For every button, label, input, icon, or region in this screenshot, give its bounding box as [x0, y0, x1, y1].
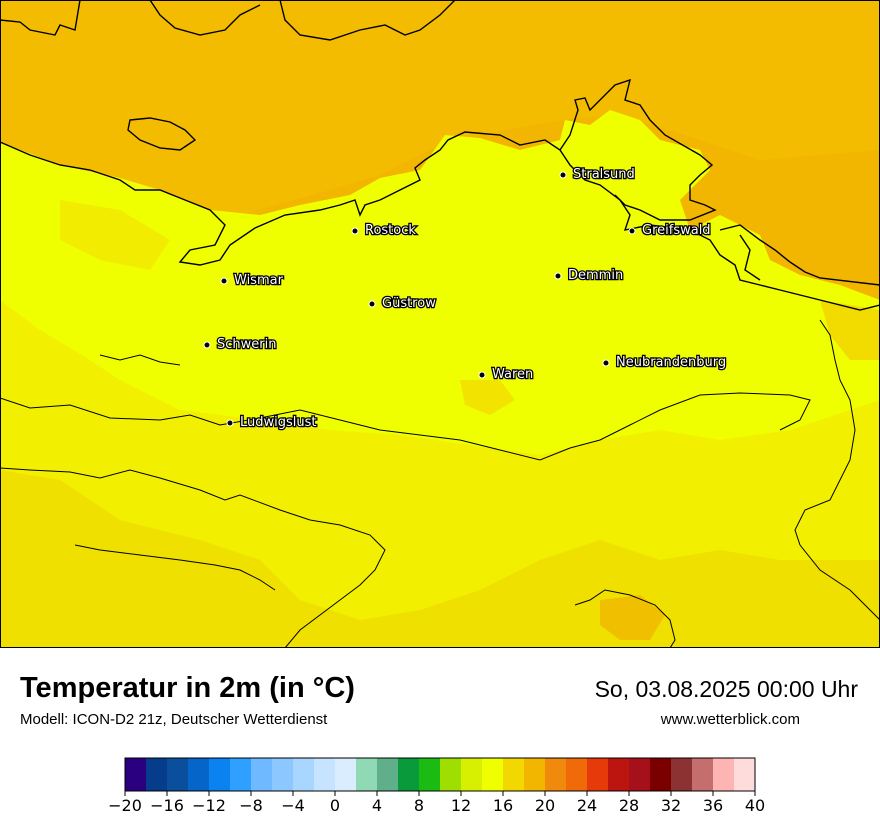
city-neubrandenburg: Neubrandenburg	[602, 354, 727, 371]
colorbar-swatch	[545, 758, 567, 791]
temperature-colorbar: −20 −16 −12 −8 −4 0 4 8 12 16 20 24 28 32 36 40	[108, 757, 765, 815]
colorbar-swatch	[398, 758, 420, 791]
colorbar-swatch	[713, 758, 735, 791]
forecast-datetime: So, 03.08.2025 00:00 Uhr	[594, 676, 858, 702]
colorbar-swatch	[671, 758, 693, 791]
colorbar-swatch	[566, 758, 588, 791]
colorbar-ticks: −20 −16 −12 −8 −4 0 4 8 12 16 20 24 28 32 36 40	[108, 791, 765, 815]
model-subtitle: Modell: ICON-D2 21z, Deutscher Wetterdie…	[20, 711, 328, 728]
colorbar-tick-label: 12	[451, 796, 471, 815]
land-warm-patch-east	[820, 300, 880, 360]
colorbar-tick-label: −20	[108, 796, 142, 815]
colorbar-swatch	[419, 758, 441, 791]
colorbar-tick-label: 28	[619, 796, 639, 815]
city-waren: Waren	[478, 366, 535, 383]
city-schwerin: Schwerin	[203, 336, 278, 353]
colorbar-tick-label: 24	[577, 796, 597, 815]
colorbar-swatch	[692, 758, 714, 791]
colorbar-swatch	[335, 758, 357, 791]
temperature-map: Stralsund Greifswald Rostock Wismar Demm…	[0, 0, 880, 648]
colorbar-swatch	[629, 758, 651, 791]
colorbar-swatch	[608, 758, 630, 791]
colorbar-tick-label: −4	[281, 796, 305, 815]
colorbar-swatch	[251, 758, 273, 791]
city-label-schwerin: Schwerin	[217, 337, 276, 352]
colorbar-swatch	[461, 758, 483, 791]
colorbar-swatch	[482, 758, 504, 791]
colorbar-swatch	[272, 758, 294, 791]
land-warm-patch-waren	[460, 380, 515, 415]
colorbar-swatches	[125, 758, 756, 791]
city-rostock: Rostock	[351, 222, 418, 239]
colorbar-tick-label: −12	[192, 796, 226, 815]
land-warm-zone-2	[0, 470, 880, 648]
city-guestrow: Güstrow	[368, 295, 437, 312]
colorbar-tick-label: 4	[372, 796, 382, 815]
sea-patch	[0, 0, 880, 215]
colorbar-swatch	[356, 758, 378, 791]
colorbar-swatch	[314, 758, 336, 791]
colorbar-swatch	[209, 758, 231, 791]
state-borders	[0, 319, 880, 648]
colorbar-tick-label: −8	[239, 796, 263, 815]
city-label-demmin: Demmin	[568, 268, 623, 283]
colorbar-swatch	[587, 758, 609, 791]
colorbar-swatch	[503, 758, 525, 791]
colorbar-swatch	[524, 758, 546, 791]
city-label-wismar: Wismar	[234, 273, 284, 288]
colorbar-swatch	[146, 758, 168, 791]
land-orange-patch	[600, 595, 665, 640]
land-warm-patch-west	[60, 200, 170, 270]
colorbar-frame	[124, 757, 756, 792]
colorbar-swatch	[230, 758, 252, 791]
colorbar-swatch	[188, 758, 210, 791]
map-title: Temperatur in 2m (in °C)	[20, 672, 355, 704]
city-label-greifswald: Greifswald	[642, 223, 711, 238]
city-label-neubrandenburg: Neubrandenburg	[616, 355, 726, 370]
city-label-waren: Waren	[492, 367, 533, 382]
colorbar-tick-label: 32	[661, 796, 681, 815]
city-label-guestrow: Güstrow	[382, 296, 436, 311]
city-label-stralsund: Stralsund	[573, 167, 635, 182]
city-stralsund: Stralsund	[559, 166, 636, 183]
city-label-ludwigslust: Ludwigslust	[240, 415, 317, 430]
colorbar-swatch	[377, 758, 399, 791]
city-demmin: Demmin	[554, 267, 624, 284]
website-label: www.wetterblick.com	[660, 711, 800, 728]
colorbar-tick-label: 16	[493, 796, 513, 815]
colorbar-tick-label: 40	[745, 796, 765, 815]
colorbar-tick-label: −16	[150, 796, 184, 815]
city-markers: Stralsund Greifswald Rostock Wismar Demm…	[203, 166, 727, 431]
colorbar-swatch	[125, 758, 147, 791]
coastline	[0, 0, 880, 311]
city-wismar: Wismar	[220, 272, 285, 289]
colorbar-swatch	[293, 758, 315, 791]
colorbar-swatch	[650, 758, 672, 791]
colorbar-tick-label: 0	[330, 796, 340, 815]
colorbar-tick-label: 20	[535, 796, 555, 815]
colorbar-swatch	[167, 758, 189, 791]
colorbar-swatch	[734, 758, 756, 791]
colorbar-tick-label: 36	[703, 796, 723, 815]
city-greifswald: Greifswald	[628, 222, 712, 239]
colorbar-tick-label: 8	[414, 796, 424, 815]
colorbar-swatch	[440, 758, 462, 791]
city-label-rostock: Rostock	[365, 223, 416, 238]
city-ludwigslust: Ludwigslust	[226, 414, 318, 431]
